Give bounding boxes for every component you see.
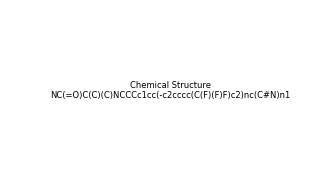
Text: Chemical Structure
NC(=O)C(C)(C)NCCCc1cc(-c2cccc(C(F)(F)F)c2)nc(C#N)n1: Chemical Structure NC(=O)C(C)(C)NCCCc1cc… bbox=[51, 81, 291, 100]
